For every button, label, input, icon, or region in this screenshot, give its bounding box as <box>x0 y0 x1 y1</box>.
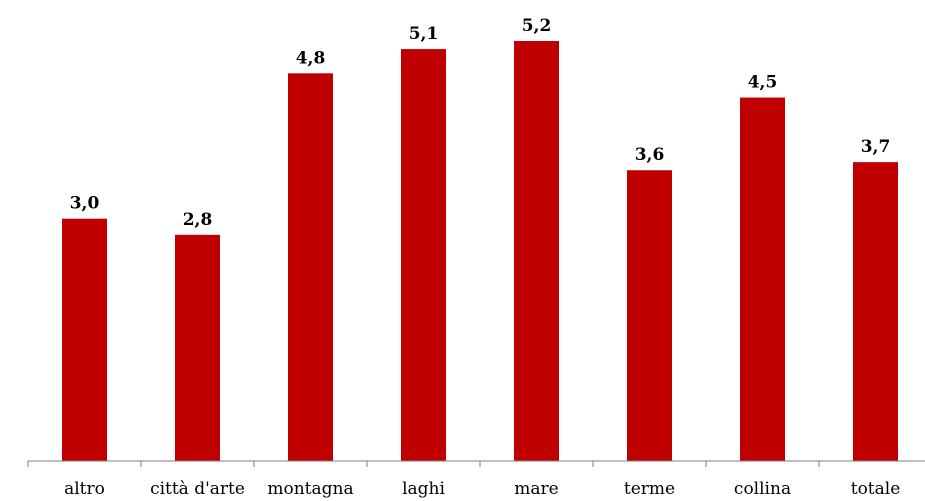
data-label-2: 4,8 <box>296 48 326 68</box>
bar-0 <box>62 218 107 461</box>
bar-4 <box>514 40 559 461</box>
data-label-1: 2,8 <box>183 210 213 230</box>
x-tick-label-6: collina <box>734 479 791 499</box>
x-tick-label-5: terme <box>624 479 675 499</box>
x-tick-label-7: totale <box>851 479 901 499</box>
bar-5 <box>627 170 672 461</box>
value-labels-group: 3,0 2,8 4,8 5,1 5,2 3,6 4,5 3,7 <box>70 16 891 230</box>
bar-2 <box>288 73 333 461</box>
bar-3 <box>401 49 446 462</box>
data-label-6: 4,5 <box>748 73 778 93</box>
data-label-4: 5,2 <box>522 16 552 36</box>
data-label-5: 3,6 <box>635 145 665 165</box>
x-axis <box>27 460 925 467</box>
bars-group <box>62 40 898 462</box>
x-tick-label-2: montagna <box>267 479 353 499</box>
data-label-3: 5,1 <box>409 24 439 44</box>
category-labels-group: altro città d'arte montagna laghi mare terme c… <box>64 479 900 499</box>
bar-6 <box>740 97 785 461</box>
data-label-7: 3,7 <box>861 137 891 157</box>
bar-7 <box>853 162 898 461</box>
x-tick-label-0: altro <box>64 479 105 499</box>
bar-1 <box>175 234 220 461</box>
x-tick-label-3: laghi <box>402 479 445 499</box>
x-tick-label-4: mare <box>514 479 558 499</box>
x-tick-label-1: città d'arte <box>150 479 245 499</box>
data-label-0: 3,0 <box>70 194 100 214</box>
